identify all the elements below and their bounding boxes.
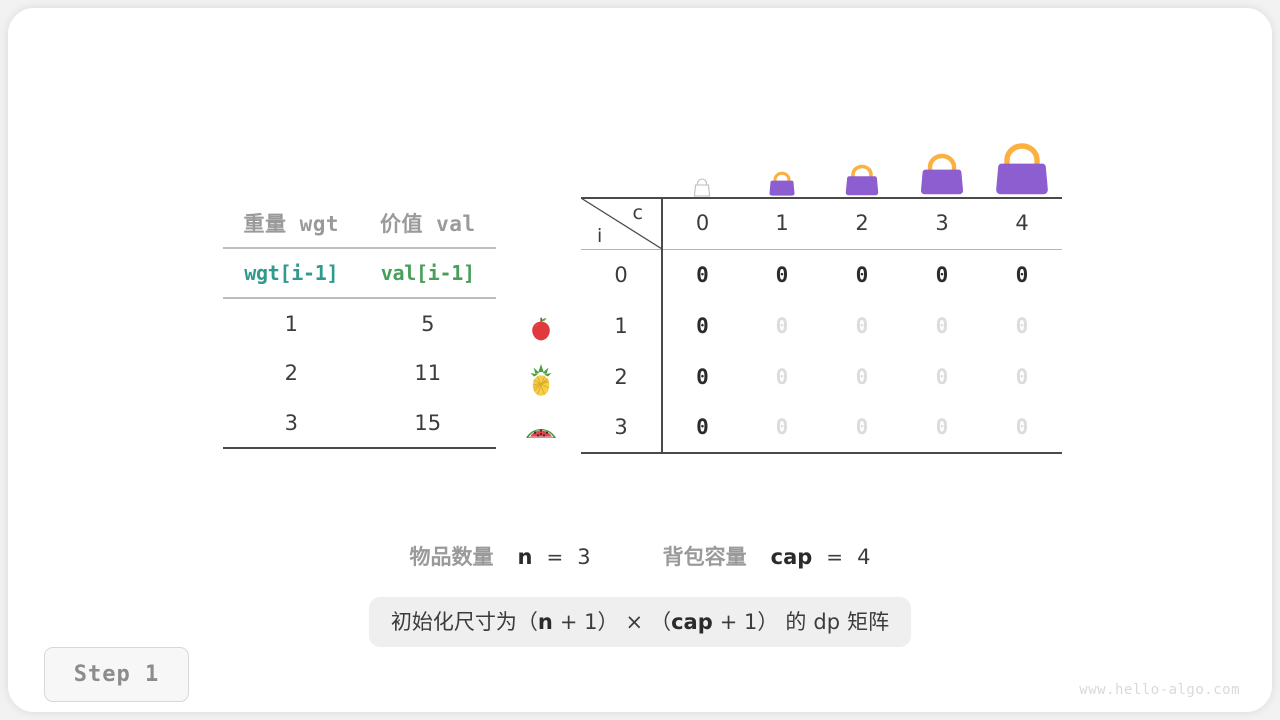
- dp-col-axis-label: c: [632, 202, 643, 224]
- dp-cell-2-2: 0: [855, 364, 869, 389]
- dp-cell-2-1: 0: [775, 364, 789, 389]
- param-value: 3: [577, 545, 591, 569]
- param-value: 4: [857, 545, 871, 569]
- apple-icon: [516, 304, 566, 354]
- dp-table: c i 0 1 2 3 4 0 0 0 0 0 0 1 0: [581, 198, 1062, 454]
- dp-row-header-0: 0: [581, 249, 663, 300]
- caption-text-4: （: [650, 610, 672, 634]
- bag-icon-size-0: [662, 126, 742, 198]
- item-value: 5: [421, 311, 435, 336]
- dp-cell-1-3: 0: [935, 313, 949, 338]
- dp-row: 0 0 0 0 0 0: [581, 249, 1062, 300]
- dp-row-header-3: 3: [581, 402, 663, 454]
- diagram-card: 重量 wgt 价值 val wgt[i-1] val[i-1] 1 5 2 11…: [8, 8, 1272, 712]
- item-weight: 1: [284, 311, 298, 336]
- dp-cell-0-0: 0: [696, 262, 709, 287]
- dp-cell-1-0: 0: [696, 313, 709, 338]
- dp-cell-3-1: 0: [742, 402, 822, 454]
- caption-text-2: + 1）: [559, 610, 619, 634]
- items-table-row: 2 11: [223, 348, 496, 398]
- dp-cell-0-4: 0: [1015, 262, 1029, 287]
- param-var: cap: [770, 545, 813, 569]
- param-label: 背包容量: [662, 545, 747, 569]
- caption-text-dp: dp: [813, 610, 841, 634]
- dp-cell-0-2: 0: [855, 262, 869, 287]
- param-item-count: 物品数量 n = 3: [410, 541, 591, 571]
- watermelon-icon: [516, 406, 566, 456]
- caption-var-n: n: [537, 610, 553, 634]
- parameter-line: 物品数量 n = 3 背包容量 cap = 4: [8, 541, 1272, 571]
- item-value: 11: [414, 361, 442, 385]
- item-weight: 2: [284, 361, 298, 385]
- dp-cell-2-0: 0: [696, 364, 709, 389]
- watermark: www.hello-algo.com: [1079, 682, 1240, 698]
- dp-header-row: c i 0 1 2 3 4: [581, 198, 1062, 250]
- dp-axis-corner: c i: [581, 198, 663, 250]
- step-badge: Step 1: [44, 647, 189, 702]
- items-table-row: 1 5: [223, 298, 496, 348]
- dp-cell-3-0: 0: [662, 402, 742, 454]
- items-subheader-wgt: wgt[i-1]: [223, 248, 360, 299]
- dp-col-header-2: 2: [822, 198, 902, 250]
- dp-col-header-4: 4: [982, 198, 1062, 250]
- items-header-val: 价值 val: [359, 198, 496, 249]
- caption-text-6: 的: [785, 610, 807, 634]
- items-table-header-row: 重量 wgt 价值 val: [223, 198, 496, 249]
- dp-row-header-2: 2: [581, 351, 663, 402]
- param-eq: =: [546, 545, 564, 569]
- dp-cell-0-1: 0: [775, 262, 789, 287]
- param-var: n: [517, 545, 533, 569]
- dp-row: 1 0 0 0 0 0: [581, 300, 1062, 351]
- dp-col-header-3: 3: [902, 198, 982, 250]
- dp-row-header-1: 1: [581, 300, 663, 351]
- item-weight: 3: [223, 398, 360, 449]
- caption-pill: 初始化尺寸为（ n + 1） × （ cap + 1） 的 dp 矩阵: [368, 597, 912, 647]
- dp-cell-1-1: 0: [775, 313, 789, 338]
- caption-text-5: + 1）: [719, 610, 779, 634]
- dp-row-axis-label: i: [597, 224, 603, 247]
- dp-cell-3-3: 0: [902, 402, 982, 454]
- dp-row: 2 0 0 0 0 0: [581, 351, 1062, 402]
- items-table-subheader-row: wgt[i-1] val[i-1]: [223, 248, 496, 299]
- bag-icon-size-1: [742, 126, 822, 198]
- dp-cell-3-2: 0: [822, 402, 902, 454]
- param-capacity: 背包容量 cap = 4: [663, 541, 871, 571]
- dp-cell-1-4: 0: [1015, 313, 1029, 338]
- caption-multiply-symbol: ×: [625, 610, 644, 634]
- dp-cell-1-2: 0: [855, 313, 869, 338]
- items-header-wgt: 重量 wgt: [223, 198, 360, 249]
- bag-icon-size-3: [902, 126, 982, 198]
- dp-cell-3-4: 0: [982, 402, 1062, 454]
- bag-icon-size-2: [822, 126, 902, 198]
- dp-cell-0-3: 0: [935, 262, 949, 287]
- caption-text-1: 初始化尺寸为（: [390, 610, 538, 634]
- items-subheader-val: val[i-1]: [359, 248, 496, 299]
- dp-cell-2-3: 0: [935, 364, 949, 389]
- dp-col-header-1: 1: [742, 198, 822, 250]
- items-table: 重量 wgt 价值 val wgt[i-1] val[i-1] 1 5 2 11…: [223, 198, 496, 449]
- bag-icon-row: [662, 126, 1062, 198]
- item-value: 15: [359, 398, 496, 449]
- items-table-row: 3 15: [223, 398, 496, 449]
- dp-row: 3 0 0 0 0 0: [581, 402, 1062, 454]
- caption-var-cap: cap: [671, 610, 713, 634]
- param-label: 物品数量: [409, 545, 494, 569]
- dp-cell-2-4: 0: [1015, 364, 1029, 389]
- item-fruit-icons: [516, 304, 566, 457]
- pineapple-icon: [516, 355, 566, 405]
- bag-icon-size-4: [982, 126, 1062, 198]
- param-eq: =: [826, 545, 844, 569]
- caption-row: 初始化尺寸为（ n + 1） × （ cap + 1） 的 dp 矩阵: [8, 597, 1272, 647]
- caption-text-8: 矩阵: [847, 610, 890, 634]
- dp-col-header-0: 0: [662, 198, 742, 250]
